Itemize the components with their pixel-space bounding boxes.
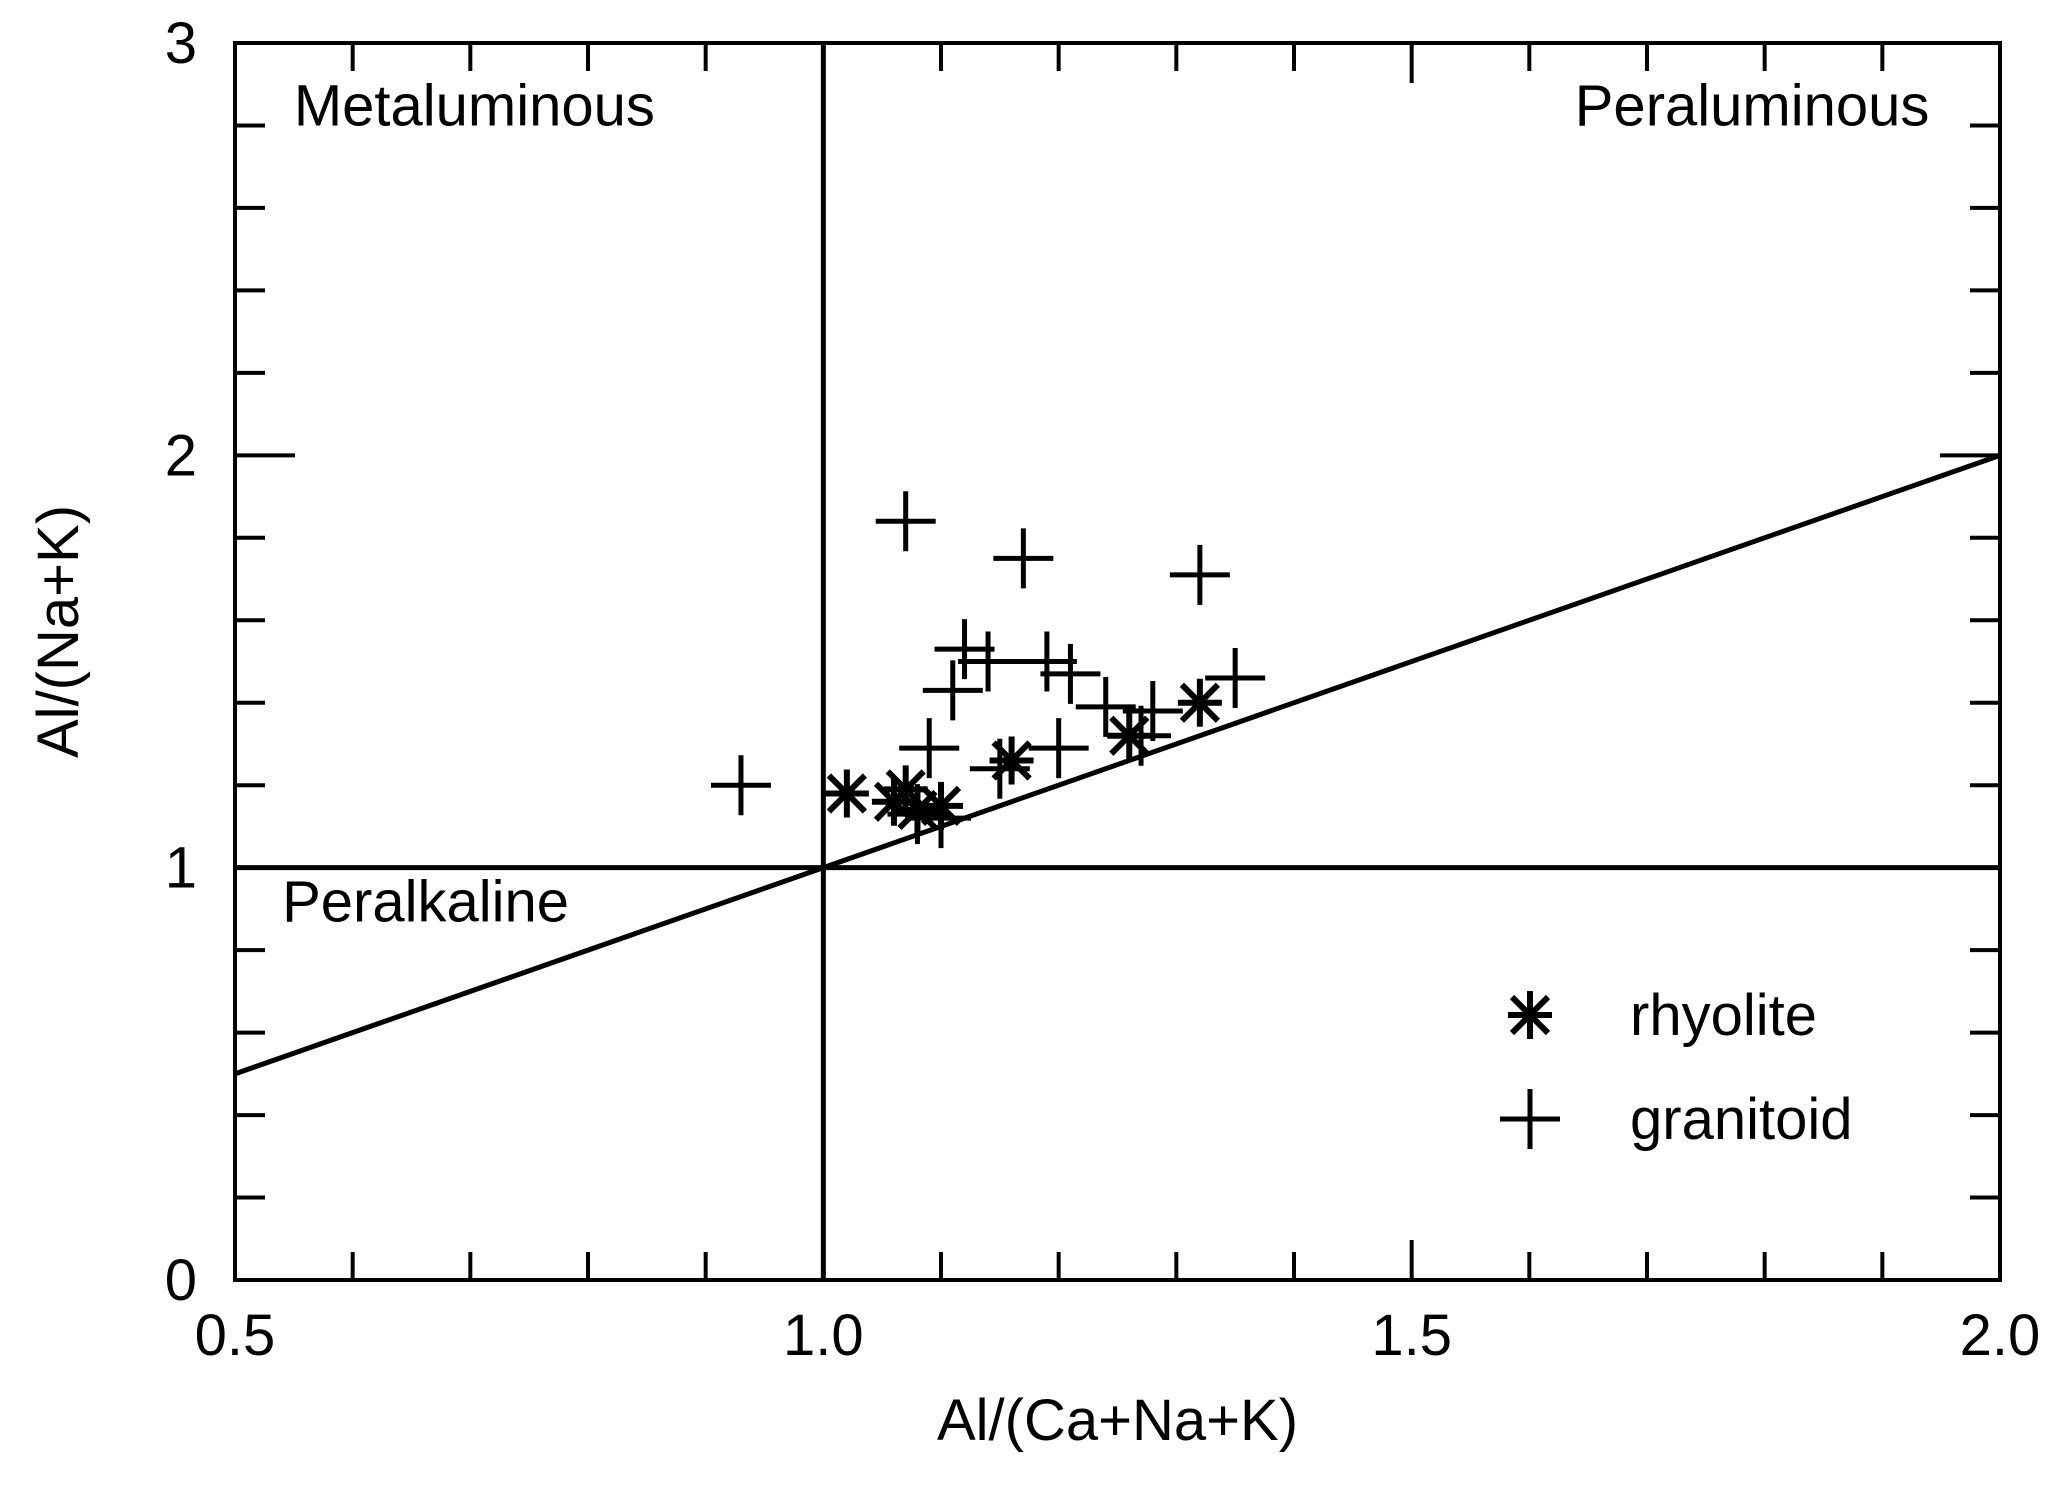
granitoid-point: [958, 631, 1019, 692]
rhyolite-point: [1177, 678, 1222, 727]
tick-labels: 0.5 1.0 1.5 2.0 0 1 2 3: [165, 11, 2041, 1368]
granitoid-point: [911, 788, 971, 849]
x-tick-label: 1.5: [1371, 1303, 1452, 1368]
granitoid-point: [934, 619, 995, 680]
granitoid-point: [899, 718, 960, 779]
granitoid-point: [1169, 544, 1230, 605]
peraluminous-label: Peraluminous: [1575, 73, 1930, 138]
granitoid-point: [887, 784, 948, 845]
y-tick-label: 2: [165, 423, 197, 488]
legend-label: granitoid: [1630, 1087, 1852, 1152]
metaluminous-label: Metaluminous: [294, 73, 655, 138]
y-axis-title: Al/(Na+K): [26, 505, 91, 758]
granitoid-point: [1205, 647, 1266, 708]
plot-frame: [233, 41, 2002, 1282]
legend-marker-rhyolite: [1508, 991, 1552, 1039]
legend: rhyolite granitoid: [1500, 983, 1852, 1152]
legend-marker-granitoid: [1500, 1089, 1560, 1149]
granitoid-point: [922, 660, 983, 721]
x-axis-title: Al/(Ca+Na+K): [937, 1388, 1298, 1453]
granitoid-point: [1028, 718, 1089, 779]
peralkaline-label: Peralkaline: [282, 869, 569, 934]
granitoid-point: [875, 491, 936, 552]
marker-stroke: [826, 773, 867, 814]
marker-stroke: [885, 769, 926, 810]
rhyolite-point: [824, 769, 869, 818]
x-tick-label: 1.0: [783, 1303, 864, 1368]
granitoid-point: [1122, 680, 1183, 741]
granitoid-point: [1040, 643, 1101, 704]
y-tick-label: 1: [165, 836, 197, 901]
granitoid-point: [969, 738, 1030, 799]
y-tick-label: 0: [165, 1248, 197, 1313]
rhyolite-point: [989, 736, 1034, 785]
marker-stroke: [1509, 994, 1551, 1036]
data-markers: [710, 491, 1266, 849]
x-tick-label: 2.0: [1960, 1303, 2041, 1368]
x-tick-label: 0.5: [195, 1303, 276, 1368]
diagonal-ratio-line: [234, 452, 2001, 1077]
granitoid-point: [1016, 631, 1077, 692]
y-tick-label: 3: [165, 11, 197, 76]
legend-label: rhyolite: [1630, 983, 1817, 1048]
granitoid-point: [710, 755, 771, 816]
granitoid-point: [1075, 676, 1136, 737]
granitoid-point: [1111, 705, 1172, 766]
axis-ticks: [233, 41, 2002, 1282]
marker-stroke: [1179, 682, 1220, 723]
reference-lines: [234, 43, 2001, 1280]
region-labels: Metaluminous Peraluminous Peralkaline: [282, 73, 1929, 934]
granitoid-point: [993, 528, 1054, 589]
